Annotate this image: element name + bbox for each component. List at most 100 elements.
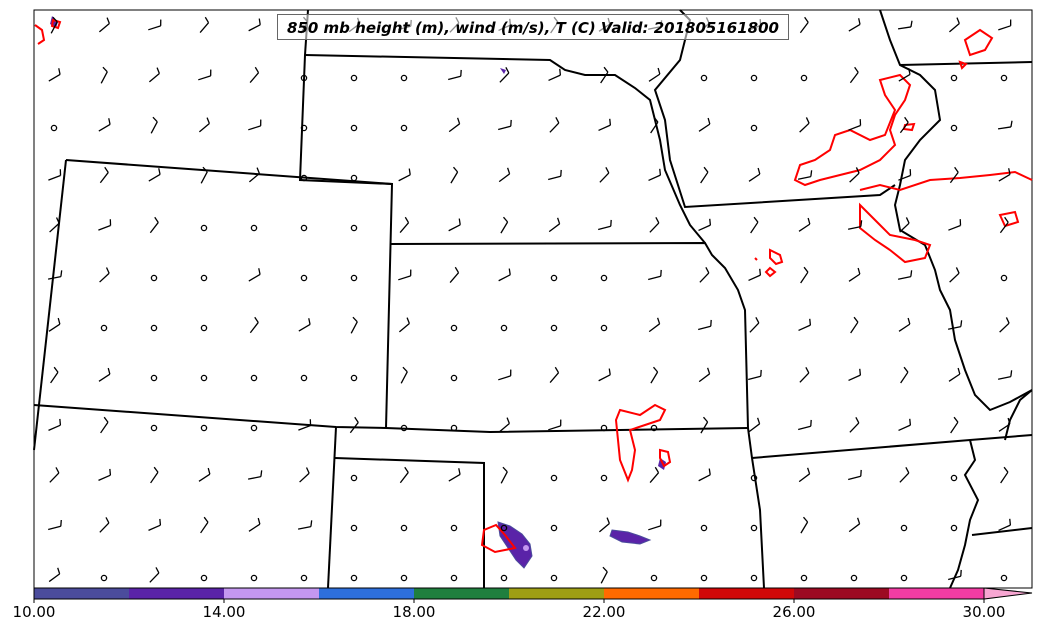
wind-barb (848, 469, 862, 481)
wind-barb (248, 119, 262, 131)
wind-barb (998, 19, 1012, 31)
calm-wind-circle (750, 474, 758, 482)
wind-barb (148, 168, 161, 182)
calm-wind-circle (200, 274, 208, 282)
wind-barb (598, 118, 612, 132)
wind-barb (898, 169, 912, 181)
wind-barb (797, 170, 813, 180)
calm-wind-circle (650, 424, 658, 432)
wind-barb (750, 216, 759, 234)
colorbar-ticks (33, 599, 985, 603)
colorbar-extend-arrow (983, 587, 1033, 600)
wind-barb (349, 416, 359, 434)
wind-barb (648, 269, 662, 281)
colorbar-segment (509, 588, 605, 599)
calm-wind-circle (900, 524, 908, 532)
wind-barb (248, 18, 261, 32)
wind-barb (48, 169, 62, 181)
wind-barb (900, 366, 909, 384)
wind-barb (948, 367, 961, 382)
wind-barb (648, 519, 662, 531)
wind-barb (848, 18, 861, 32)
wind-barb (548, 419, 562, 431)
wind-barb (648, 168, 662, 182)
wind-barb (748, 417, 761, 433)
wind-barb (98, 219, 112, 231)
wind-barb (948, 569, 962, 581)
wind-barb (997, 120, 1013, 130)
wind-barb (498, 417, 510, 433)
wind-barb (798, 318, 812, 332)
wind-barb (150, 116, 158, 134)
calm-wind-circle (450, 574, 458, 582)
calm-wind-circle (1000, 74, 1008, 82)
wind-barb (949, 17, 960, 33)
calm-wind-circle (550, 524, 558, 532)
wind-barb (849, 167, 860, 183)
calm-wind-circle (350, 524, 358, 532)
wind-barb (899, 116, 909, 134)
map-title: 850 mb height (m), wind (m/s), T (C) Val… (277, 14, 789, 40)
calm-wind-circle (250, 374, 258, 382)
wind-barb (699, 267, 710, 283)
wind-barb (47, 270, 63, 280)
calm-wind-circle (100, 574, 108, 582)
wind-barb (399, 466, 409, 484)
wind-barb (598, 368, 611, 382)
wind-barb (50, 16, 58, 34)
wind-barb (448, 218, 461, 232)
colorbar-segments (34, 588, 985, 599)
wind-barb (248, 268, 261, 282)
wind-barb (848, 267, 861, 282)
calm-wind-circle (400, 574, 408, 582)
calm-wind-circle (200, 224, 208, 232)
wind-barb (698, 468, 711, 482)
wind-barb (98, 118, 111, 132)
wind-barb (798, 217, 811, 232)
wind-barb (598, 517, 610, 533)
shaded-areas (50, 16, 666, 569)
calm-wind-circle (50, 124, 58, 132)
wind-barb (598, 219, 612, 231)
wind-barb (49, 217, 60, 233)
wind-barb (98, 367, 111, 382)
wind-barb (698, 367, 711, 383)
wind-barb (149, 567, 160, 583)
wind-barb (148, 518, 162, 531)
colorbar-outline (33, 587, 985, 600)
calm-wind-circle (300, 174, 308, 182)
wind-barb (100, 416, 109, 434)
calm-wind-circle (200, 374, 208, 382)
wind-barb (899, 467, 910, 483)
wind-barb (200, 516, 209, 534)
wind-barb (198, 467, 211, 482)
wind-barb (599, 167, 610, 183)
wind-barb (149, 216, 159, 234)
wind-barb (148, 67, 160, 83)
wind-barb (247, 470, 263, 480)
calm-wind-circle (150, 374, 158, 382)
map-frame (33, 9, 1033, 589)
wind-barb (848, 517, 861, 533)
wind-barb (500, 216, 509, 234)
wind-barb (997, 370, 1013, 380)
wind-barb (698, 218, 712, 232)
colorbar-segment (319, 588, 415, 599)
calm-wind-circle (100, 324, 108, 332)
calm-wind-circle (700, 524, 708, 532)
wind-barb (650, 366, 659, 384)
wind-barb (448, 468, 461, 482)
colorbar-segment (224, 588, 320, 599)
wind-barb (549, 117, 560, 133)
wind-barb (99, 166, 109, 184)
wind-barb (499, 67, 510, 83)
wind-barb (450, 166, 459, 184)
wind-barb (248, 167, 260, 183)
wind-barb (398, 317, 410, 333)
calm-wind-circle (500, 574, 508, 582)
calm-wind-circle (500, 324, 508, 332)
wind-barb (448, 69, 462, 81)
wind-barb (398, 168, 411, 182)
wind-barb (898, 68, 911, 82)
wind-barb (50, 366, 59, 384)
